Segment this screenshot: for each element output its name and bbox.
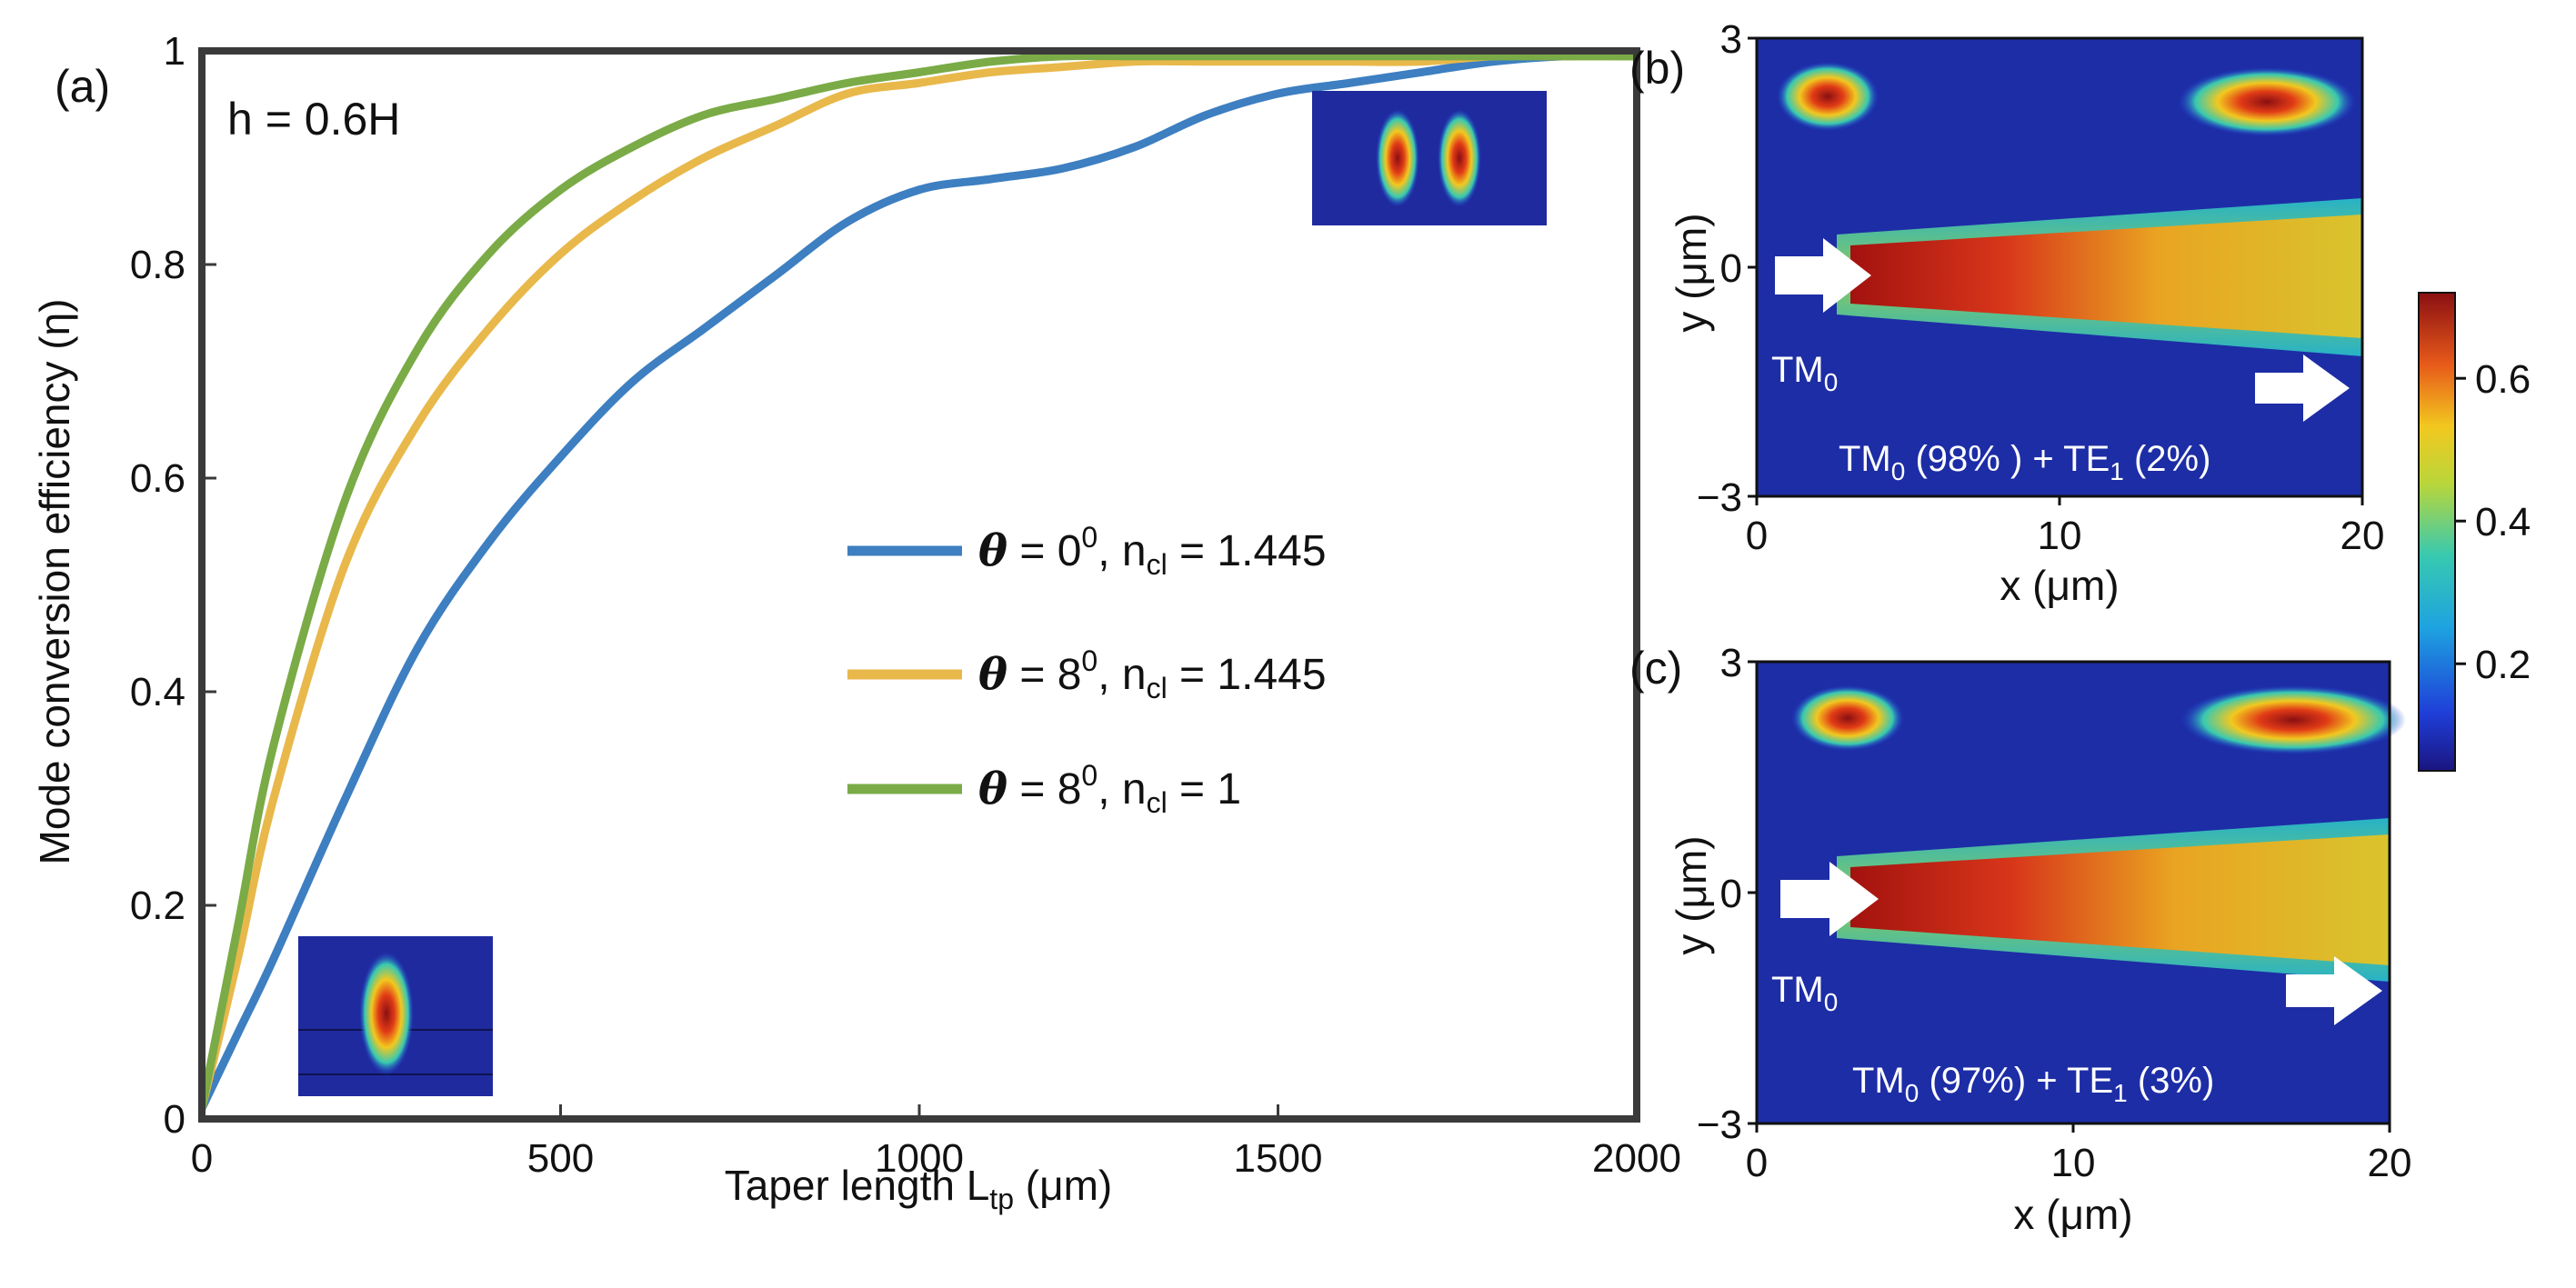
axes-b: 0 10 20−303	[1697, 17, 2385, 558]
y-tick-label: 3	[1720, 17, 1742, 62]
y-tick-label-a: 1	[164, 29, 185, 74]
plot-area-a	[202, 51, 1637, 1113]
series-line-2	[202, 51, 1637, 1113]
x-axis-label-b: x (μm)	[2000, 562, 2119, 609]
x-tick-label-a: 0	[191, 1136, 213, 1181]
y-tick-label-a: 0	[164, 1097, 185, 1142]
panel-b: (b) TM0 TM0 (98% ) + TE1 (2%) 0 10 20−303 …	[1629, 17, 2384, 609]
x-tick-label-a: 1500	[1234, 1136, 1323, 1181]
x-axis-a: 0 500 1000 1500 2000	[191, 1104, 1681, 1181]
legend-entry-3: θ = 80, ncl = 1	[978, 759, 1241, 819]
y-tick-label-a: 0.4	[130, 670, 185, 714]
y-axis-label-c: y (μm)	[1668, 835, 1715, 954]
panel-label-b: (b)	[1629, 43, 1685, 94]
y-tick-label: 3	[1720, 641, 1742, 685]
y-tick-label-a: 0.8	[130, 243, 185, 287]
panel-a: (a) 0 0.2 0.4 0.6 0.8 1 0 500 1000 1500 2000 h = …	[31, 29, 1681, 1215]
colorbar-tick-label: 0.2	[2475, 643, 2531, 687]
panel-label-a: (a)	[55, 61, 110, 112]
input-label-b: TM0	[1771, 350, 1838, 396]
x-axis-label-c: x (μm)	[2013, 1191, 2132, 1238]
legend-entry-1: θ = 00, ncl = 1.445	[978, 521, 1327, 581]
x-tick-label: 10	[2038, 514, 2082, 558]
x-tick-label-a: 2000	[1592, 1136, 1681, 1181]
field-map-b: TM0 TM0 (98% ) + TE1 (2%)	[1757, 38, 2362, 496]
field-map-c: TM0 TM0 (97%) + TE1 (3%)	[1757, 662, 2406, 1123]
colorbar-tick-label: 0.6	[2475, 357, 2531, 402]
colorbar-tick-label: 0.4	[2475, 500, 2531, 544]
colorbar: 0.2 0.4 0.6	[2418, 292, 2531, 772]
y-axis-a: 0 0.2 0.4 0.6 0.8 1	[130, 29, 216, 1142]
y-axis-label-a: Mode conversion efficiency (η)	[31, 299, 78, 865]
colorbar-scale	[2418, 292, 2456, 772]
axes-c: 0 10 20−303	[1697, 641, 2412, 1185]
x-tick-label: 20	[2340, 514, 2385, 558]
y-axis-label-b: y (μm)	[1668, 213, 1715, 332]
panel-c: (c) TM0 TM0 (97%) + TE1 (3%) 0 10 20−303 y…	[1629, 641, 2411, 1238]
legend-entry-2: θ = 80, ncl = 1.445	[978, 644, 1327, 704]
inset-mode-te1	[1312, 91, 1547, 225]
result-label-b: TM0 (98% ) + TE1 (2%)	[1839, 439, 2210, 485]
x-tick-label: 20	[2368, 1141, 2412, 1185]
x-tick-label: 10	[2051, 1141, 2096, 1185]
y-tick-label: 0	[1720, 246, 1742, 291]
result-label-c: TM0 (97%) + TE1 (3%)	[1852, 1061, 2214, 1107]
y-tick-label: 0	[1720, 872, 1742, 916]
inset-mode-tm0	[298, 936, 493, 1096]
x-axis-label-a: Taper length Ltp (μm)	[725, 1162, 1112, 1215]
series-line-3	[202, 51, 1637, 1113]
x-tick-label-a: 500	[527, 1136, 594, 1181]
series-line-1	[202, 51, 1637, 1113]
y-tick-label: −3	[1697, 475, 1742, 520]
colorbar-ticks: 0.2 0.4 0.6	[2455, 357, 2531, 687]
y-tick-label-a: 0.2	[130, 884, 185, 928]
panel-label-c: (c)	[1629, 643, 1682, 694]
x-tick-label-a: 1000	[875, 1136, 964, 1181]
legend-a: θ = 00, ncl = 1.445 θ = 80, ncl = 1.445 θ …	[847, 521, 1327, 819]
y-tick-label-a: 0.6	[130, 456, 185, 501]
x-tick-label: 0	[1746, 514, 1768, 558]
plot-frame-a	[198, 47, 1640, 1123]
input-label-c: TM0	[1771, 970, 1838, 1016]
x-tick-label: 0	[1746, 1141, 1768, 1185]
y-tick-label: −3	[1697, 1103, 1742, 1147]
annotation-h: h = 0.6H	[227, 94, 400, 145]
